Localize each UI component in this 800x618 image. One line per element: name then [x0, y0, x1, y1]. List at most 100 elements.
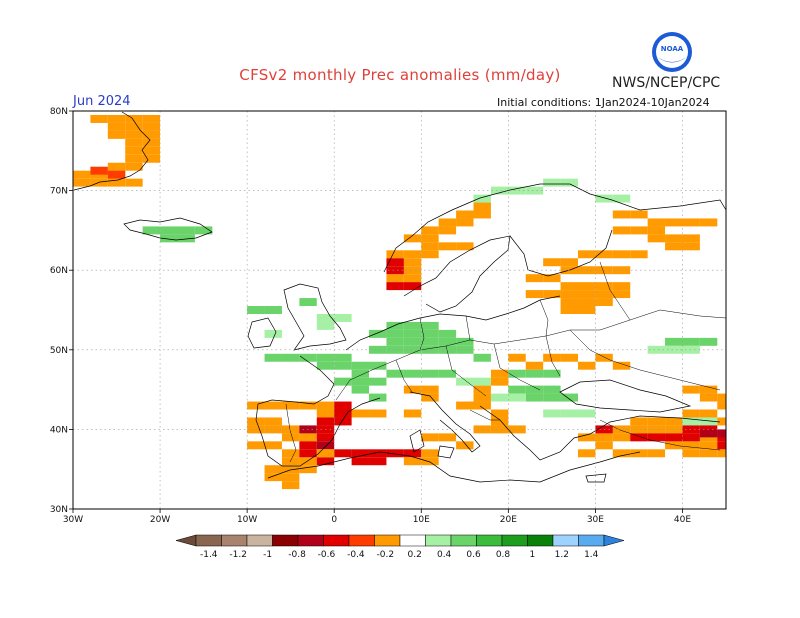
svg-text:NOAA: NOAA — [661, 45, 684, 53]
greenland-dry-cell — [125, 162, 143, 171]
iberia-dry-cell — [281, 401, 300, 410]
norway-dry-cell — [438, 242, 457, 251]
balkans-dry-cell — [490, 377, 509, 386]
norway-very-dry-cell — [386, 282, 404, 291]
colorbar-box — [195, 534, 222, 547]
russia-north-dry-cell — [699, 218, 718, 227]
iberia-dry-cell — [247, 401, 265, 410]
central-europe-wet-cell — [334, 361, 352, 370]
central-europe-light-wet-cell — [647, 345, 666, 354]
central-europe-wet-cell — [699, 337, 718, 346]
lon-label: 20W — [150, 515, 170, 525]
greenland-dry-cell — [125, 154, 143, 163]
iberia-very-dry-cell — [334, 401, 352, 410]
iberia-very-dry-cell — [334, 409, 352, 418]
central-europe-light-wet-cell — [665, 345, 683, 354]
greenland-dry-cell — [142, 138, 161, 147]
russia-north-dry-cell — [647, 234, 666, 243]
greenland-dry-cell — [107, 122, 126, 131]
russia-north-dry-cell — [577, 298, 596, 307]
coast-scandinavia — [383, 183, 727, 273]
greenland-dry-cell — [125, 178, 143, 187]
norway-dry-cell — [421, 234, 439, 243]
greenland-very-dry-cell — [90, 166, 108, 175]
turkey-very-dry-cell — [682, 425, 700, 434]
russia-north-dry-cell — [577, 306, 596, 314]
central-europe-wet-cell — [665, 337, 683, 346]
central-europe-wet-cell — [456, 337, 474, 346]
central-europe-wet-cell — [264, 353, 282, 362]
balkans-dry-cell — [490, 409, 509, 418]
central-europe-wet-cell — [403, 345, 422, 354]
coast-north-africa — [267, 451, 641, 483]
russia-north-dry-cell — [595, 298, 613, 307]
russia-north-dry-cell — [560, 290, 578, 299]
central-europe-wet-cell — [403, 337, 422, 346]
turkey-dry-cell — [595, 433, 613, 442]
colorbar-box — [399, 534, 426, 547]
north-africa-light-dry-cell — [456, 441, 474, 450]
north-africa-dry-cell — [386, 449, 404, 458]
turkey-dry-cell — [699, 441, 718, 450]
balkans-dry-cell — [508, 425, 526, 434]
russia-north-dry-cell — [682, 242, 700, 251]
russia-north-dry-cell — [577, 290, 596, 299]
russia-north-dry-cell — [612, 210, 631, 219]
central-europe-light-wet-cell — [456, 377, 474, 386]
coastlines — [73, 111, 727, 483]
iberia-dry-cell — [299, 401, 317, 410]
central-europe-light-wet-cell — [560, 409, 578, 418]
colorbar-box — [246, 534, 273, 547]
colorbar-box — [501, 534, 528, 547]
colorbar-box — [552, 534, 579, 547]
lat-label: 70N — [50, 187, 68, 197]
turkey-dry-cell — [577, 433, 596, 442]
colorbar-box — [374, 534, 401, 547]
colorbar-box — [527, 534, 554, 547]
colorbar-box — [425, 534, 452, 547]
greenland-dry-cell — [107, 178, 126, 187]
colorbar-label: -1.4 — [200, 550, 218, 560]
central-europe-wet-cell — [369, 361, 387, 370]
scandinavia-wet-cell — [508, 186, 526, 195]
turkey-dry-cell — [665, 417, 683, 426]
russia-north-dry-cell — [560, 258, 578, 267]
norway-very-dry-cell — [386, 258, 404, 267]
norway-dry-cell — [473, 202, 491, 211]
turkey-dry-cell — [630, 449, 648, 458]
iberia-dry-cell — [281, 465, 300, 474]
central-europe-wet-cell — [438, 329, 457, 338]
greenland-dry-cell — [142, 122, 161, 131]
north-africa-dry-cell — [351, 457, 370, 466]
north-africa-light-dry-cell — [316, 449, 335, 458]
turkey-dry-cell — [699, 409, 718, 418]
turkey-very-dry-cell — [717, 441, 726, 450]
forecast-month: Jun 2024 — [73, 94, 131, 109]
russia-north-dry-cell — [525, 274, 544, 283]
greenland-dry-cell — [125, 130, 143, 139]
greenland-dry-cell — [142, 154, 161, 163]
iberia-extreme-dry-cell — [316, 441, 335, 450]
central-europe-wet-cell — [316, 361, 335, 370]
norway-dry-cell — [386, 274, 404, 283]
colorbar-label: -0.8 — [288, 550, 306, 560]
norway-dry-cell — [403, 258, 422, 267]
norway-very-dry-cell — [403, 282, 422, 291]
central-europe-wet-cell — [543, 393, 561, 402]
central-europe-wet-cell — [299, 298, 317, 307]
scandinavia-wet-cell — [490, 186, 509, 195]
balkans-dry-cell — [473, 393, 491, 402]
russia-north-dry-cell — [612, 290, 631, 299]
north-africa-light-dry-cell — [421, 449, 439, 458]
central-europe-wet-cell — [369, 345, 387, 354]
colorbar-label: -0.6 — [318, 550, 336, 560]
lon-label: 30W — [63, 515, 83, 525]
greenland-dry-cell — [125, 146, 143, 155]
turkey-dry-cell — [682, 441, 700, 450]
north-africa-dry-cell — [316, 457, 335, 466]
central-europe-light-wet-cell — [682, 345, 700, 354]
russia-north-dry-cell — [665, 234, 683, 243]
colorbar-label: 0.4 — [437, 550, 452, 560]
colorbar-box — [297, 534, 324, 547]
